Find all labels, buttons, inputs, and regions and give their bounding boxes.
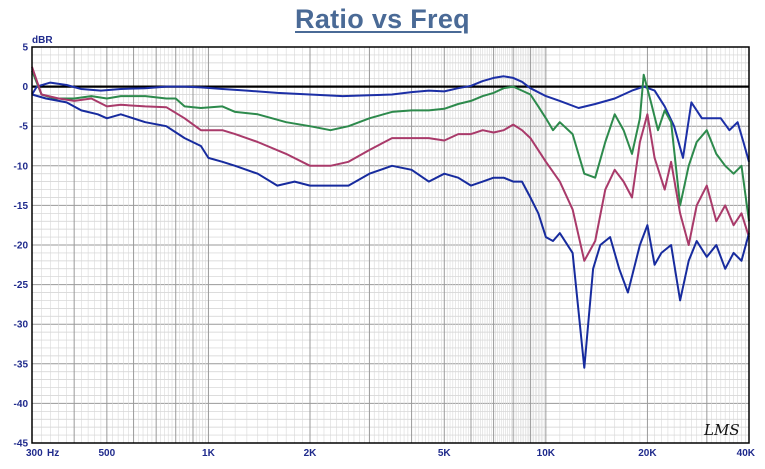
y-tick-label: -10 [14, 161, 29, 172]
y-tick-label: -5 [19, 122, 28, 133]
series-line-3 [31, 66, 750, 262]
chart-title: Ratio vs Freq [295, 4, 470, 34]
y-tick-label: -45 [14, 439, 29, 450]
plot-frame [31, 46, 750, 444]
y-tick-labels: 5 0 -5 -10 -15 -20 -25 -30 -35 -40 -45 [14, 43, 29, 450]
x-tick-label: 10K [537, 448, 556, 459]
y-tick-label: -20 [14, 241, 29, 252]
x-tick-label: 40K [737, 448, 756, 459]
y-tick-label: -30 [14, 320, 29, 331]
series-line-4 [31, 93, 750, 369]
x-tick-label: 5K [438, 448, 452, 459]
grid-lines [31, 46, 750, 444]
x-tick-label: 300 [26, 448, 43, 459]
x-tick-labels: 300 500 1K 2K 5K 10K 20K 40K [26, 448, 756, 459]
y-tick-label: 0 [22, 82, 28, 93]
series-line-1 [31, 75, 750, 163]
x-tick-label: 500 [99, 448, 116, 459]
x-tick-label: 20K [638, 448, 657, 459]
x-tick-label: 2K [304, 448, 318, 459]
x-tick-label: 1K [202, 448, 216, 459]
series-lines [31, 66, 750, 369]
y-tick-label: -25 [14, 280, 29, 291]
y-tick-label: 5 [22, 43, 28, 54]
lms-watermark: LMS [703, 421, 740, 439]
y-tick-label: -40 [14, 399, 29, 410]
y-tick-label: -15 [14, 201, 29, 212]
x-axis-unit: Hz [47, 448, 59, 459]
y-axis-label: dBR [32, 35, 53, 46]
y-tick-label: -35 [14, 359, 29, 370]
series-line-2 [31, 70, 750, 222]
